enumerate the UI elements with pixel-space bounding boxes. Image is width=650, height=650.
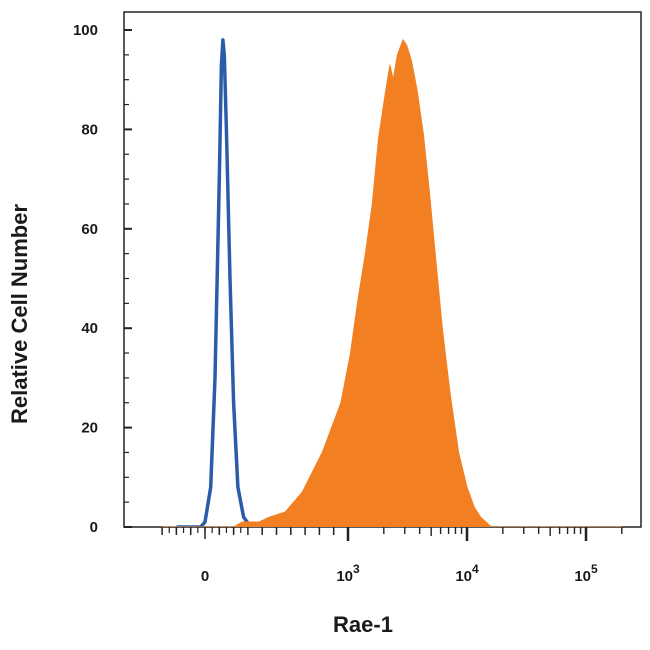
y-tick-label: 20 — [81, 420, 98, 437]
x-axis-title: Rae-1 — [333, 612, 393, 637]
y-tick-label: 60 — [81, 221, 98, 238]
series-1-filled-area — [162, 38, 622, 527]
y-tick-label: 40 — [81, 320, 98, 337]
x-tick-label-base: 0 — [201, 568, 209, 585]
x-tick-label-base: 10 — [336, 568, 353, 585]
y-tick-label: 0 — [90, 519, 98, 536]
x-tick-label: 103 — [336, 562, 360, 585]
y-axis-title: Relative Cell Number — [7, 204, 32, 425]
x-tick-label: 104 — [455, 562, 479, 585]
x-tick-label: 0 — [201, 568, 209, 585]
x-tick-label-exponent: 4 — [472, 562, 479, 576]
x-tick-label-base: 10 — [455, 568, 472, 585]
plot-area — [123, 11, 642, 528]
y-tick-label: 100 — [73, 22, 98, 39]
x-axis-ticks — [161, 527, 623, 541]
series-0-outline — [176, 38, 263, 527]
x-axis-tick-labels: 0 103 104 105 — [201, 562, 598, 585]
x-tick-label-exponent: 3 — [353, 562, 360, 576]
x-tick-label-base: 10 — [574, 568, 591, 585]
x-tick-label: 105 — [574, 562, 598, 585]
x-tick-label-exponent: 5 — [591, 562, 598, 576]
y-axis-ticks — [124, 29, 132, 528]
y-tick-label: 80 — [81, 121, 98, 138]
y-axis-tick-labels: 0 20 40 60 80 100 — [73, 22, 98, 536]
